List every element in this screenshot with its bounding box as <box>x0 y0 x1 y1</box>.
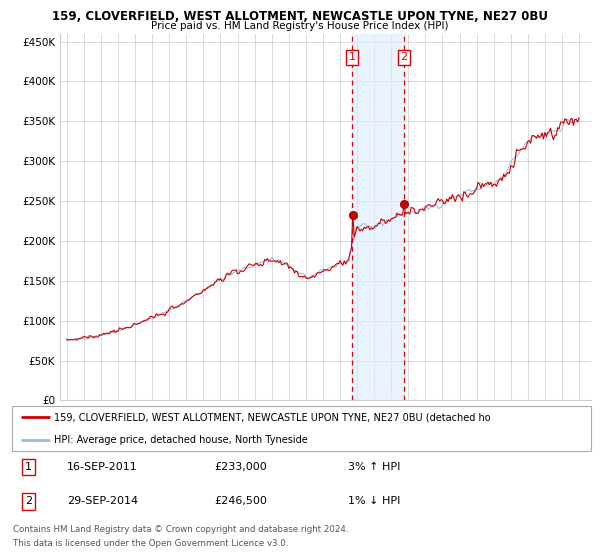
Text: 1: 1 <box>25 462 32 472</box>
Text: £233,000: £233,000 <box>215 462 268 472</box>
Text: 2: 2 <box>25 496 32 506</box>
Text: 159, CLOVERFIELD, WEST ALLOTMENT, NEWCASTLE UPON TYNE, NE27 0BU (detached ho: 159, CLOVERFIELD, WEST ALLOTMENT, NEWCAS… <box>53 412 490 422</box>
Text: Contains HM Land Registry data © Crown copyright and database right 2024.: Contains HM Land Registry data © Crown c… <box>13 525 349 534</box>
Text: HPI: Average price, detached house, North Tyneside: HPI: Average price, detached house, Nort… <box>53 435 307 445</box>
Text: 159, CLOVERFIELD, WEST ALLOTMENT, NEWCASTLE UPON TYNE, NE27 0BU: 159, CLOVERFIELD, WEST ALLOTMENT, NEWCAS… <box>52 10 548 23</box>
Text: 16-SEP-2011: 16-SEP-2011 <box>67 462 138 472</box>
Text: 29-SEP-2014: 29-SEP-2014 <box>67 496 138 506</box>
Text: 1% ↓ HPI: 1% ↓ HPI <box>348 496 400 506</box>
FancyBboxPatch shape <box>12 406 591 451</box>
Bar <box>352 34 404 400</box>
Text: This data is licensed under the Open Government Licence v3.0.: This data is licensed under the Open Gov… <box>13 539 289 548</box>
Text: 3% ↑ HPI: 3% ↑ HPI <box>348 462 400 472</box>
Text: Price paid vs. HM Land Registry's House Price Index (HPI): Price paid vs. HM Land Registry's House … <box>151 21 449 31</box>
Text: £246,500: £246,500 <box>215 496 268 506</box>
Text: 1: 1 <box>349 53 356 63</box>
Text: 2: 2 <box>400 53 407 63</box>
